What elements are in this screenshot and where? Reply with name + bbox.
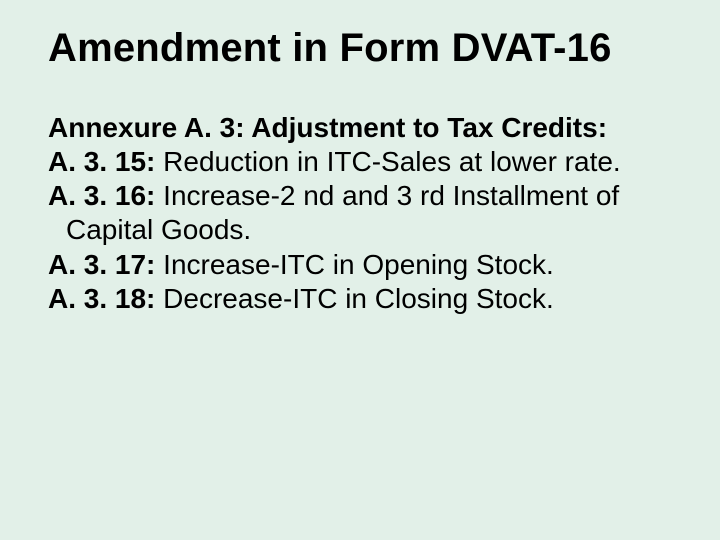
- list-item: A. 3. 16: Increase-2 nd and 3 rd Install…: [48, 179, 680, 213]
- item-text: Capital Goods.: [66, 214, 251, 245]
- item-label: A. 3. 16:: [48, 180, 155, 211]
- slide-container: Amendment in Form DVAT-16 Annexure A. 3:…: [0, 0, 720, 540]
- item-text: Reduction in ITC-Sales at lower rate.: [155, 146, 620, 177]
- item-text: Increase-ITC in Opening Stock.: [155, 249, 553, 280]
- item-label: A. 3. 17:: [48, 249, 155, 280]
- item-text: Increase-2 nd and 3 rd Installment of: [155, 180, 619, 211]
- item-label: A. 3. 18:: [48, 283, 155, 314]
- subheading: Annexure A. 3: Adjustment to Tax Credits…: [48, 111, 680, 145]
- list-item: Capital Goods.: [66, 213, 680, 247]
- item-text: Decrease-ITC in Closing Stock.: [155, 283, 553, 314]
- slide-title: Amendment in Form DVAT-16: [48, 26, 680, 71]
- list-item: A. 3. 17: Increase-ITC in Opening Stock.: [48, 248, 680, 282]
- item-label: A. 3. 15:: [48, 146, 155, 177]
- list-item: A. 3. 18: Decrease-ITC in Closing Stock.: [48, 282, 680, 316]
- list-item: A. 3. 15: Reduction in ITC-Sales at lowe…: [48, 145, 680, 179]
